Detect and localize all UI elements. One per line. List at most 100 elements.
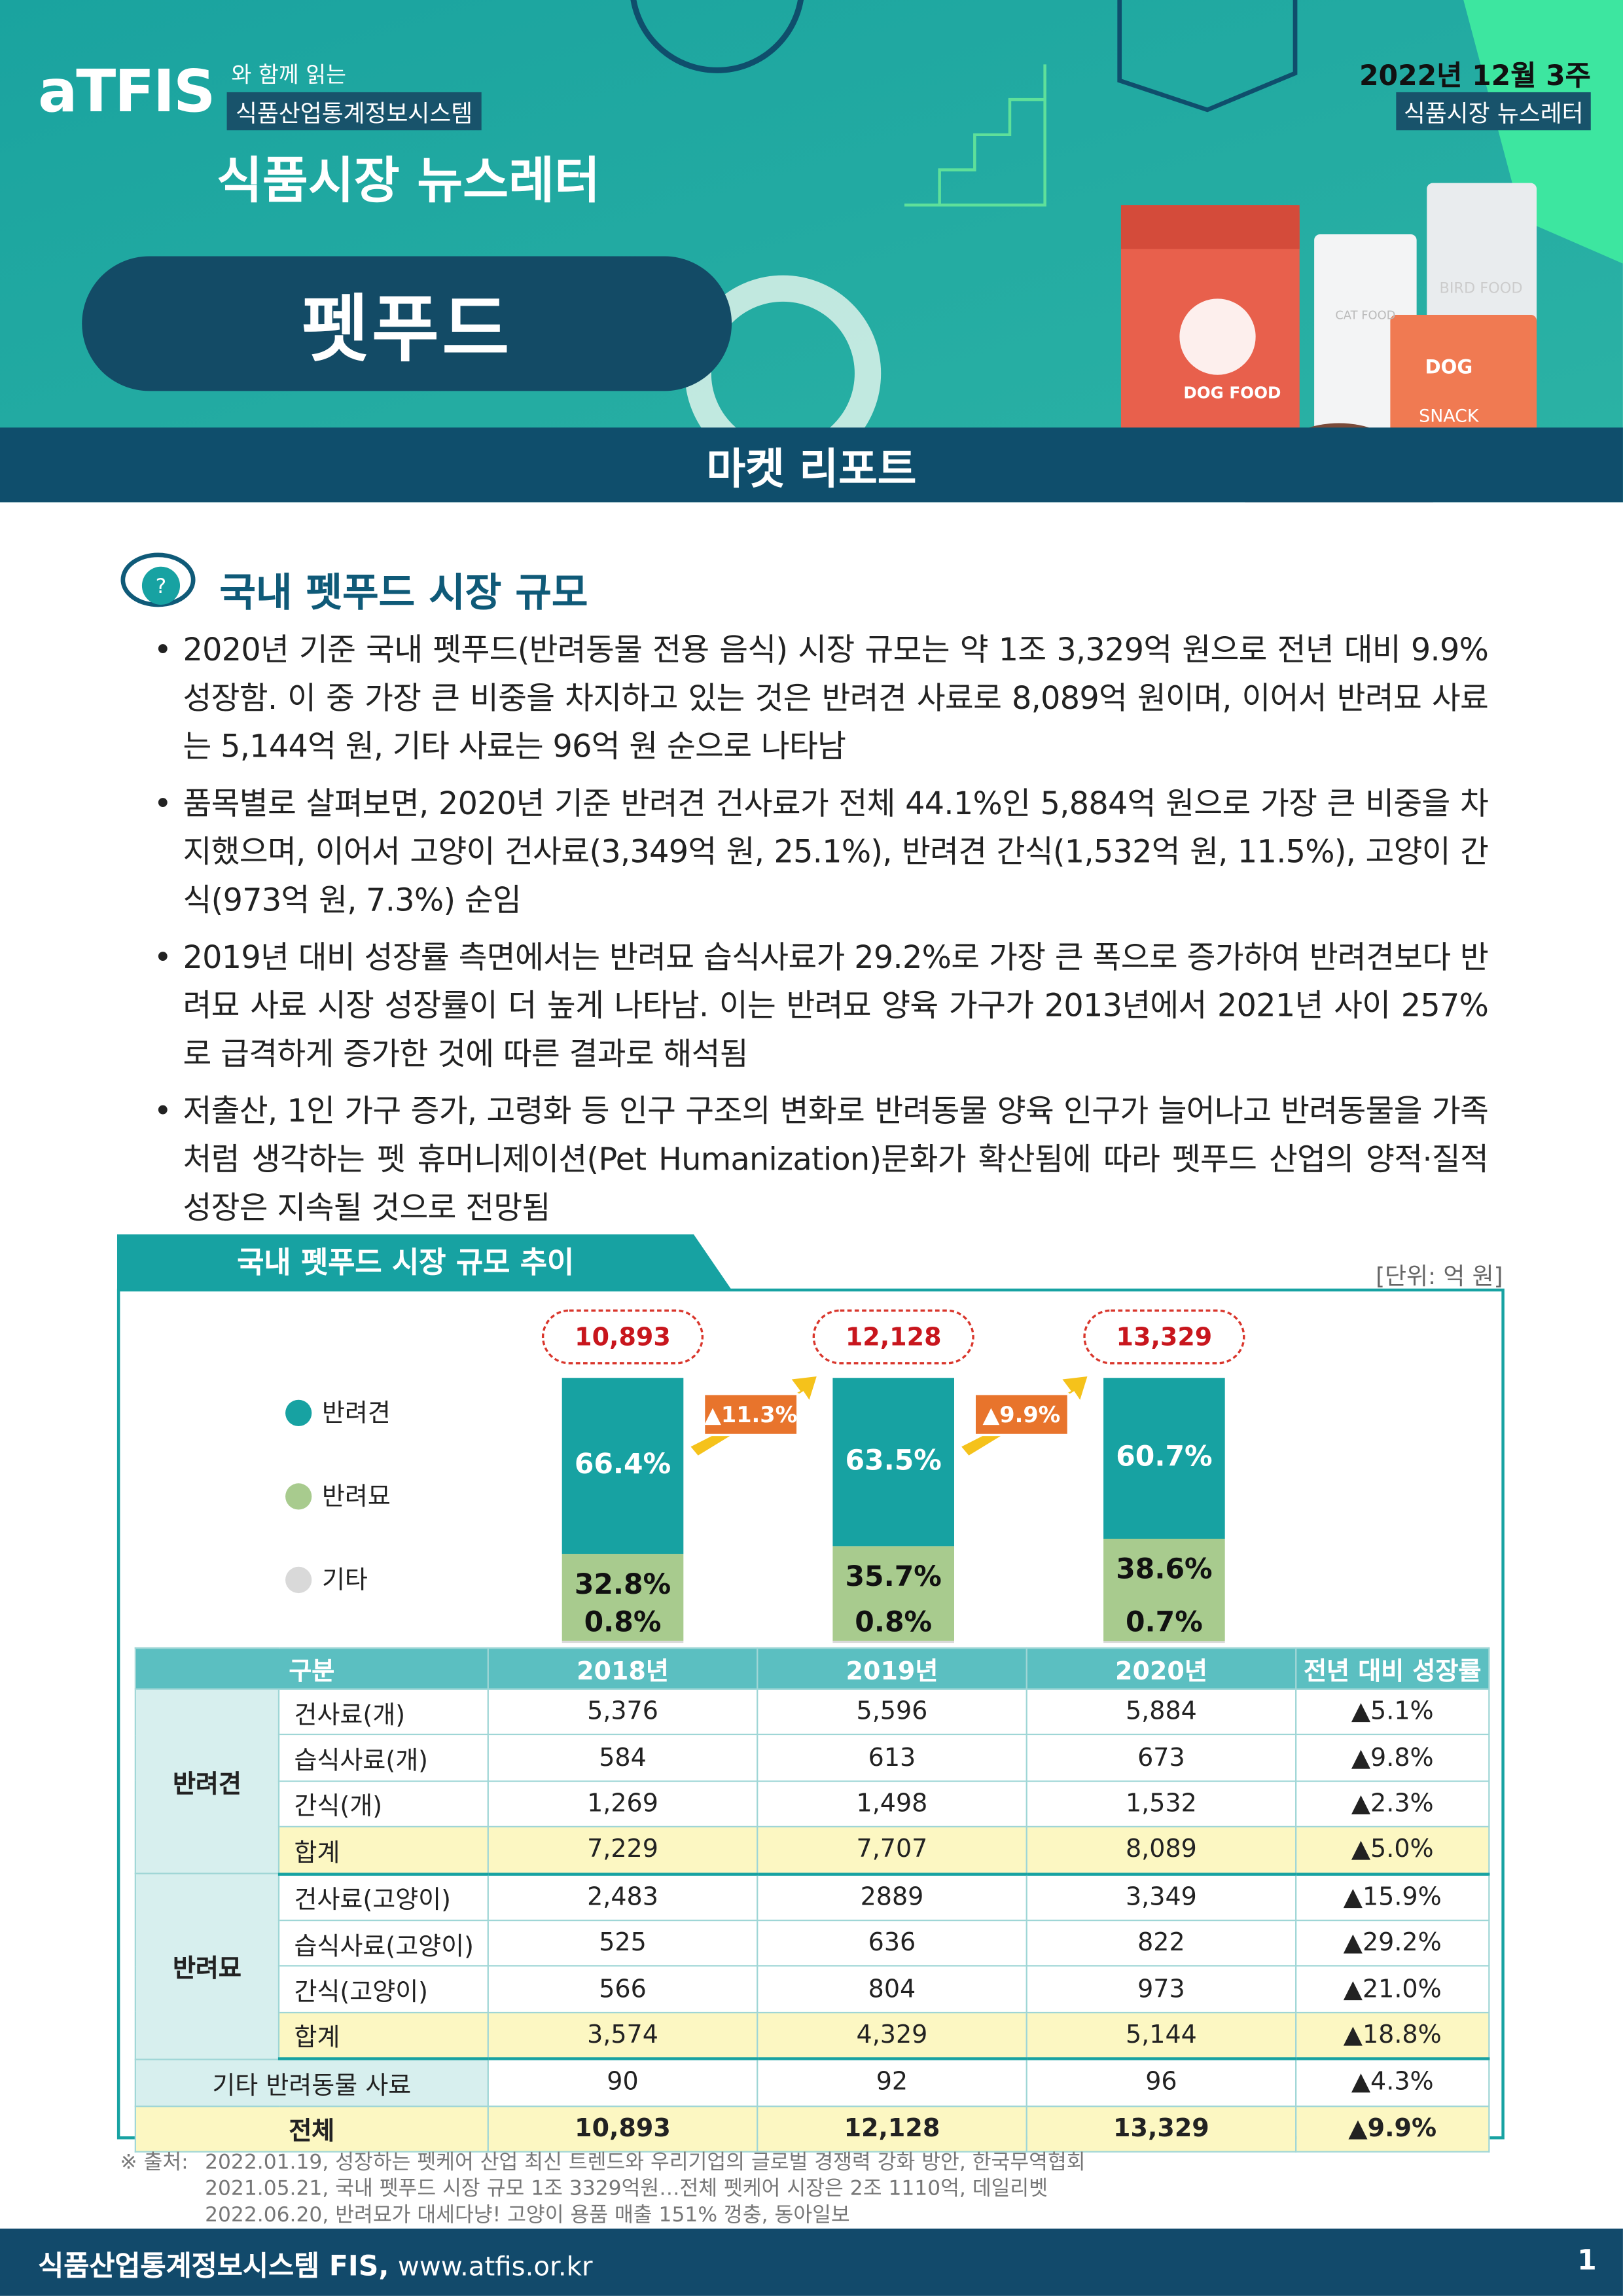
sum-row: 합계 7,229 7,707 8,089 ▲5.0% bbox=[135, 1826, 1490, 1875]
bag-text: CAT FOOD bbox=[1335, 309, 1395, 323]
value-cell: ▲18.8% bbox=[1295, 2011, 1490, 2061]
item-cell: 간식(고양이) bbox=[277, 1965, 489, 2013]
legend-label: 반려묘 bbox=[322, 1482, 391, 1511]
header-cell: 구분 bbox=[134, 1647, 489, 1690]
deco-steps bbox=[904, 64, 1046, 207]
footer-name: 식품산업통계정보시스템 FIS, www.atfis.or.kr bbox=[38, 2245, 592, 2284]
band bbox=[0, 427, 1623, 503]
logo: aTFIS bbox=[38, 58, 215, 126]
value-cell: 92 bbox=[757, 2058, 1027, 2107]
value-label: 0.8% bbox=[584, 1607, 662, 1639]
band-title: 마켓 리포트 bbox=[706, 443, 917, 493]
value-cell: 12,128 bbox=[757, 2104, 1027, 2153]
bag-text: DOG FOOD bbox=[1183, 384, 1281, 403]
value-cell: 7,229 bbox=[487, 1826, 758, 1875]
item-cell: 합계 bbox=[277, 2011, 489, 2061]
value-cell: ▲4.3% bbox=[1295, 2058, 1490, 2107]
deco-circle bbox=[630, 0, 804, 73]
value-label: 35.7% bbox=[846, 1561, 942, 1593]
value-cell: 3,574 bbox=[487, 2011, 758, 2061]
value-cell: 5,144 bbox=[1026, 2011, 1297, 2061]
value-cell: 3,349 bbox=[1026, 1873, 1297, 1922]
value-cell: ▲2.3% bbox=[1295, 1780, 1490, 1828]
total-row: 전체 10,893 12,128 13,329 ▲9.9% bbox=[134, 2104, 1490, 2153]
footer-url: www.atfis.or.kr bbox=[397, 2251, 593, 2283]
bullet-list: 2020년 기준 국내 펫푸드(반려동물 전용 음식) 시장 규모는 약 1조 … bbox=[154, 627, 1489, 1242]
item-cell: 습식사료(고양이) bbox=[277, 1919, 489, 1967]
bag-dog-emblem bbox=[1179, 298, 1256, 375]
value-label: 60.7% bbox=[1116, 1441, 1212, 1473]
value-cell: 5,376 bbox=[487, 1688, 758, 1736]
value-cell: 566 bbox=[487, 1965, 758, 2013]
total-pill bbox=[812, 1309, 974, 1365]
data-table: 구분 2018년 2019년 2020년 전년 대비 성장률 반려견 건사료(개) 5,376… bbox=[134, 1647, 1490, 2153]
row-label: 전체 bbox=[134, 2104, 489, 2153]
legend-swatch bbox=[285, 1483, 312, 1510]
value-label: 66.4% bbox=[575, 1448, 671, 1480]
bar-segment bbox=[562, 1554, 684, 1641]
value-cell: ▲5.0% bbox=[1295, 1826, 1490, 1875]
newsletter-title: 식품시장 뉴스레터 bbox=[216, 152, 601, 211]
total-label: 12,128 bbox=[846, 1322, 942, 1351]
value-cell: ▲29.2% bbox=[1295, 1919, 1490, 1967]
growth-label: ▲9.9% bbox=[982, 1402, 1060, 1427]
value-label: 0.7% bbox=[1126, 1607, 1203, 1639]
bullet: 2019년 대비 성장률 측면에서는 반려묘 습식사료가 29.2%로 가장 큰… bbox=[154, 934, 1489, 1079]
topic: 펫푸드 bbox=[82, 256, 732, 391]
value-cell: ▲9.9% bbox=[1295, 2104, 1490, 2153]
footer-name-text: 식품산업통계정보시스템 FIS, bbox=[38, 2250, 389, 2283]
header-cell: 2018년 bbox=[487, 1647, 758, 1690]
item-cell: 간식(개) bbox=[277, 1780, 489, 1828]
issue-date: 2022년 12월 3주 bbox=[1359, 60, 1591, 92]
bar-segment bbox=[1103, 1538, 1225, 1641]
legend-label: 기타 bbox=[322, 1566, 368, 1594]
value-cell: 5,596 bbox=[757, 1688, 1027, 1736]
value-cell: 973 bbox=[1026, 1965, 1297, 2013]
item-cell: 합계 bbox=[277, 1826, 489, 1875]
value-cell: 2889 bbox=[757, 1873, 1027, 1922]
bar-segment bbox=[562, 1640, 684, 1643]
bar-segment bbox=[1103, 1641, 1225, 1643]
bar-segment bbox=[832, 1546, 955, 1641]
value-cell: 7,707 bbox=[757, 1826, 1027, 1875]
total-label: 10,893 bbox=[575, 1322, 671, 1351]
value-cell: 5,884 bbox=[1026, 1688, 1297, 1736]
legend-swatch bbox=[285, 1566, 312, 1594]
legend-swatch bbox=[285, 1399, 312, 1427]
header-cell: 2019년 bbox=[757, 1647, 1027, 1690]
table-row: 간식(개) 1,269 1,498 1,532 ▲2.3% bbox=[135, 1780, 1490, 1828]
value-cell: ▲21.0% bbox=[1295, 1965, 1490, 2013]
bar-segment bbox=[562, 1378, 684, 1554]
growth-box bbox=[702, 1393, 799, 1437]
logo-with: 와 함께 읽는 bbox=[231, 61, 346, 88]
value-cell: 613 bbox=[757, 1734, 1027, 1782]
header-cell: 2020년 bbox=[1026, 1647, 1297, 1690]
value-cell: ▲5.1% bbox=[1295, 1688, 1490, 1736]
growth-box bbox=[973, 1393, 1070, 1437]
growth-label: ▲11.3% bbox=[704, 1402, 797, 1427]
chart-title: 국내 펫푸드 시장 규모 추이 bbox=[116, 1234, 732, 1290]
sum-row: 합계 3,574 4,329 5,144 ▲18.8% bbox=[135, 2011, 1490, 2061]
bag-text: BIRD FOOD bbox=[1440, 279, 1523, 296]
sources: ※ 출처: 2022.01.19, 성장하는 펫케어 산업 최신 트렌드와 우리… bbox=[120, 2149, 1085, 2229]
value-cell: 90 bbox=[487, 2058, 758, 2107]
value-cell: ▲9.8% bbox=[1295, 1734, 1490, 1782]
group-cell: 반려묘 bbox=[134, 1873, 280, 2060]
item-cell: 건사료(고양이) bbox=[277, 1873, 489, 1922]
section-title: 국내 펫푸드 시장 규모 bbox=[219, 571, 588, 617]
value-cell: ▲15.9% bbox=[1295, 1873, 1490, 1922]
bullet: 저출산, 1인 가구 증가, 고령화 등 인구 구조의 변화로 반려동물 양육 … bbox=[154, 1088, 1489, 1232]
value-cell: 636 bbox=[757, 1919, 1027, 1967]
value-label: 63.5% bbox=[846, 1444, 942, 1477]
header-cell: 전년 대비 성장률 bbox=[1295, 1647, 1490, 1690]
value-label: 38.6% bbox=[1116, 1554, 1212, 1586]
value-cell: 804 bbox=[757, 1965, 1027, 2013]
value-cell: 822 bbox=[1026, 1919, 1297, 1967]
legend-label: 반려견 bbox=[322, 1399, 391, 1427]
row-label: 기타 반려동물 사료 bbox=[134, 2058, 489, 2107]
sources-label: ※ 출처: bbox=[120, 2151, 188, 2175]
bag-dog-top bbox=[1120, 205, 1300, 249]
box-text: DOG bbox=[1425, 355, 1473, 378]
